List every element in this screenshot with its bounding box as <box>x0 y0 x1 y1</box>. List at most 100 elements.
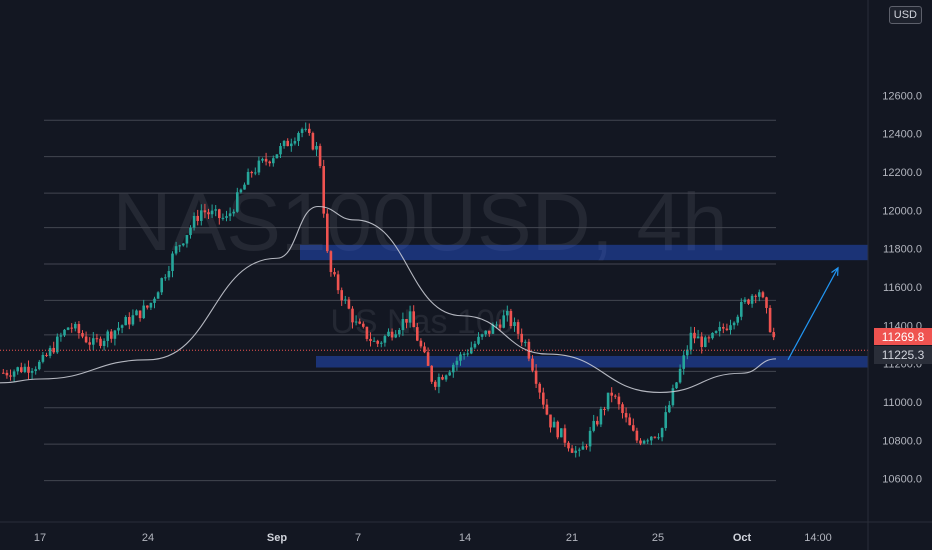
time-axis-label: Sep <box>267 532 287 544</box>
candle-up <box>66 327 70 330</box>
candle-up <box>574 450 577 453</box>
candle-down <box>340 290 343 301</box>
candle-up <box>56 336 59 353</box>
candle-up <box>495 324 498 326</box>
candle-down <box>99 338 102 346</box>
candle-up <box>401 319 405 330</box>
time-axis-label: 25 <box>652 532 664 544</box>
last-price-tag: 11269.8 <box>874 328 932 346</box>
candle-up <box>758 292 761 297</box>
candle-up <box>502 315 505 328</box>
candle-down <box>570 448 574 453</box>
candle-up <box>167 271 171 278</box>
candle-down <box>632 425 635 431</box>
candle-up <box>642 440 646 444</box>
candle-up <box>398 329 401 335</box>
price-axis-label: 12400.0 <box>882 129 922 141</box>
candle-up <box>185 235 189 244</box>
candle-up <box>743 299 747 302</box>
candle-up <box>394 334 397 338</box>
time-axis-label: Oct <box>733 532 752 544</box>
candle-down <box>725 328 729 331</box>
candle-down <box>635 430 639 441</box>
candle-up <box>671 388 675 406</box>
candle-down <box>765 297 768 308</box>
moving-average-line <box>0 205 777 393</box>
candle-up <box>696 336 700 339</box>
projection-arrow[interactable] <box>787 266 839 361</box>
candle-down <box>2 372 5 374</box>
candle-down <box>128 317 131 325</box>
candle-up <box>473 343 477 348</box>
candle-up <box>736 316 739 323</box>
candle-down <box>329 251 333 273</box>
candle-down <box>218 209 221 219</box>
candle-up <box>682 355 685 369</box>
candle-down <box>700 336 703 347</box>
watermark-symbol: NAS100USD, 4h <box>112 177 727 268</box>
candle-up <box>675 382 678 389</box>
candle-up <box>261 158 264 161</box>
candle-up <box>106 331 109 341</box>
candle-down <box>617 396 621 405</box>
candle-up <box>480 334 484 337</box>
candle-up <box>750 295 754 304</box>
candle-up <box>491 324 495 334</box>
candle-up <box>63 329 66 336</box>
resistance-zone[interactable] <box>300 244 868 261</box>
candle-down <box>556 421 559 438</box>
candle-up <box>254 172 257 174</box>
candle-down <box>138 310 142 319</box>
candle-down <box>426 352 430 366</box>
candle-down <box>88 342 91 345</box>
candle-up <box>290 143 293 147</box>
candle-up <box>117 327 120 331</box>
candle-down <box>95 338 99 340</box>
candle-up <box>74 324 77 329</box>
candle-down <box>70 327 73 329</box>
candle-down <box>520 333 523 343</box>
time-axis[interactable]: 17 24 Sep 7 14 21 25 Oct 14:00 <box>0 521 932 544</box>
candle-down <box>430 365 433 382</box>
candle-up <box>293 141 297 144</box>
candle-up <box>279 146 282 155</box>
candle-down <box>27 366 30 373</box>
candle-up <box>729 325 732 331</box>
candle-down <box>423 346 426 353</box>
candle-down <box>376 340 379 344</box>
candle-down <box>110 331 113 339</box>
candle-up <box>120 325 124 328</box>
candle-up <box>452 364 455 373</box>
candle-down <box>362 323 365 327</box>
candle-down <box>545 404 549 415</box>
currency-button[interactable]: USD <box>888 6 922 24</box>
candle-up <box>142 305 145 319</box>
price-axis-label: 12600.0 <box>882 90 922 102</box>
support-zone[interactable] <box>316 356 868 368</box>
candle-up <box>581 446 585 450</box>
candle-up <box>243 184 246 190</box>
candle-down <box>416 327 419 341</box>
candle-down <box>268 161 271 164</box>
candle-up <box>455 360 459 365</box>
candle-down <box>614 395 617 397</box>
candle-up <box>23 366 27 373</box>
candle-up <box>189 227 192 236</box>
candle-down <box>488 330 491 334</box>
candle-down <box>20 367 23 373</box>
price-zones[interactable] <box>300 244 868 368</box>
candle-down <box>722 327 725 329</box>
price-axis[interactable]: 12600.0 12400.0 12200.0 12000.0 11800.0 11600… <box>867 0 922 550</box>
candle-up <box>41 354 45 362</box>
candle-up <box>462 353 466 355</box>
candle-down <box>596 420 599 425</box>
candle-up <box>513 322 516 327</box>
candle-up <box>102 340 106 346</box>
projection-line[interactable] <box>787 267 839 361</box>
candle-up <box>678 368 682 383</box>
moving-average-path <box>0 205 777 393</box>
candle-up <box>236 192 239 212</box>
candle-up <box>221 217 225 219</box>
